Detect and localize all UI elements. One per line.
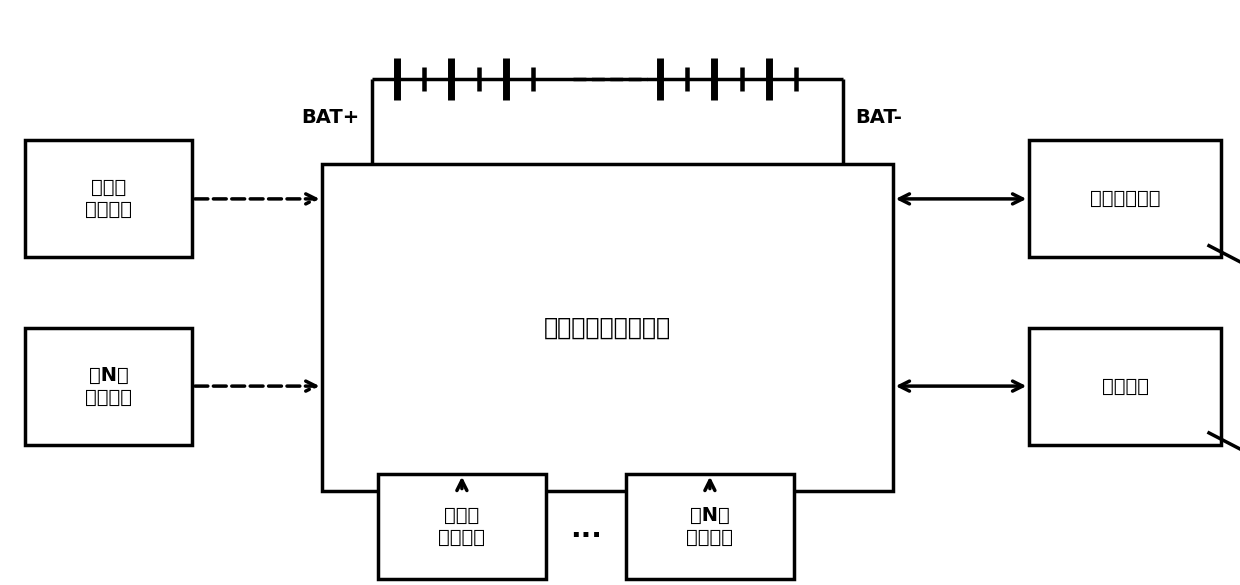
Text: 第N路
充电输入: 第N路 充电输入 [86, 366, 131, 407]
Text: 第一路
充电输入: 第一路 充电输入 [86, 178, 131, 219]
Bar [378, 474, 546, 579]
Bar [1029, 328, 1221, 445]
Text: BAT+: BAT+ [301, 108, 360, 127]
Bar [25, 140, 192, 257]
Bar [626, 474, 794, 579]
Text: 人机交互界面: 人机交互界面 [1090, 190, 1161, 208]
Bar [1029, 140, 1221, 257]
Text: 第一路
放电负载: 第一路 放电负载 [439, 506, 485, 547]
Bar [25, 328, 192, 445]
Text: 锂电池保护控制芯片: 锂电池保护控制芯片 [544, 315, 671, 340]
Text: 外围电路: 外围电路 [1102, 377, 1148, 395]
Text: ...: ... [570, 515, 601, 543]
Bar [322, 164, 893, 491]
Text: BAT-: BAT- [856, 108, 903, 127]
Text: 第N路
放电负载: 第N路 放电负载 [687, 506, 733, 547]
